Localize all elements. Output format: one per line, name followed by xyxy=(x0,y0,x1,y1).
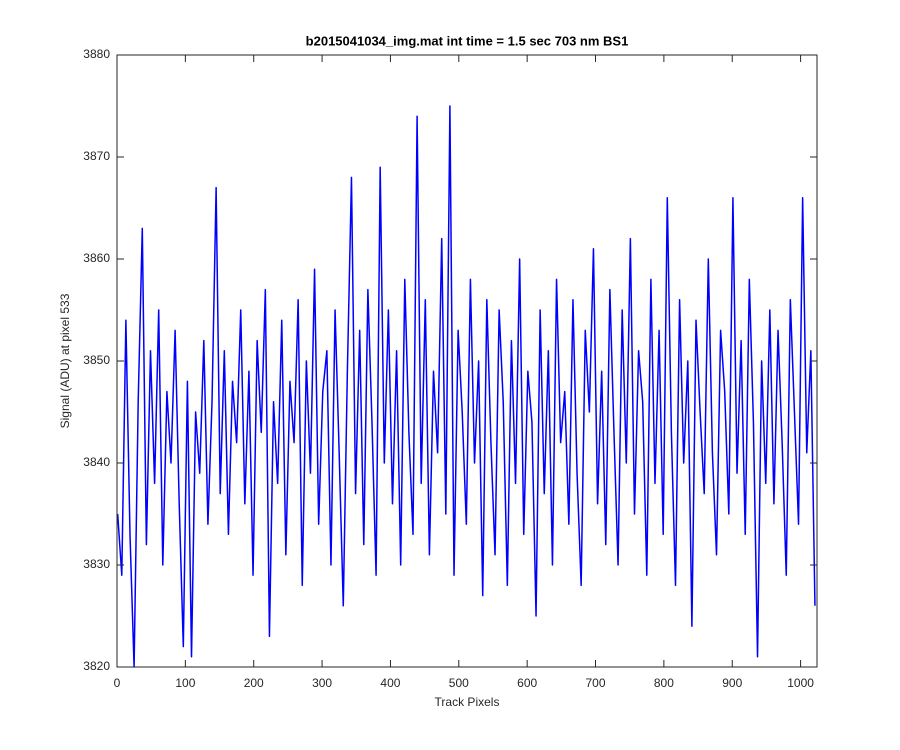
x-tick-label: 800 xyxy=(654,676,674,690)
y-tick-label: 3830 xyxy=(83,557,110,571)
x-axis-label: Track Pixels xyxy=(435,695,500,709)
y-tick-label: 3880 xyxy=(83,47,110,61)
y-tick-label: 3860 xyxy=(83,251,110,265)
y-axis-label: Signal (ADU) at pixel 533 xyxy=(58,293,72,428)
x-tick-label: 100 xyxy=(175,676,195,690)
x-tick-label: 600 xyxy=(517,676,537,690)
y-tick-label: 3840 xyxy=(83,455,110,469)
x-tick-label: 300 xyxy=(312,676,332,690)
x-tick-label: 0 xyxy=(114,676,121,690)
x-tick-label: 500 xyxy=(449,676,469,690)
x-tick-label: 700 xyxy=(586,676,606,690)
x-tick-label: 200 xyxy=(244,676,264,690)
x-tick-label: 1000 xyxy=(787,676,814,690)
chart-title: b2015041034_img.mat int time = 1.5 sec 7… xyxy=(306,33,629,48)
y-tick-label: 3820 xyxy=(83,659,110,673)
data-line xyxy=(116,105,816,668)
y-tick-label: 3870 xyxy=(83,149,110,163)
x-tick-label: 400 xyxy=(380,676,400,690)
y-tick-label: 3850 xyxy=(83,353,110,367)
x-tick-label: 900 xyxy=(722,676,742,690)
